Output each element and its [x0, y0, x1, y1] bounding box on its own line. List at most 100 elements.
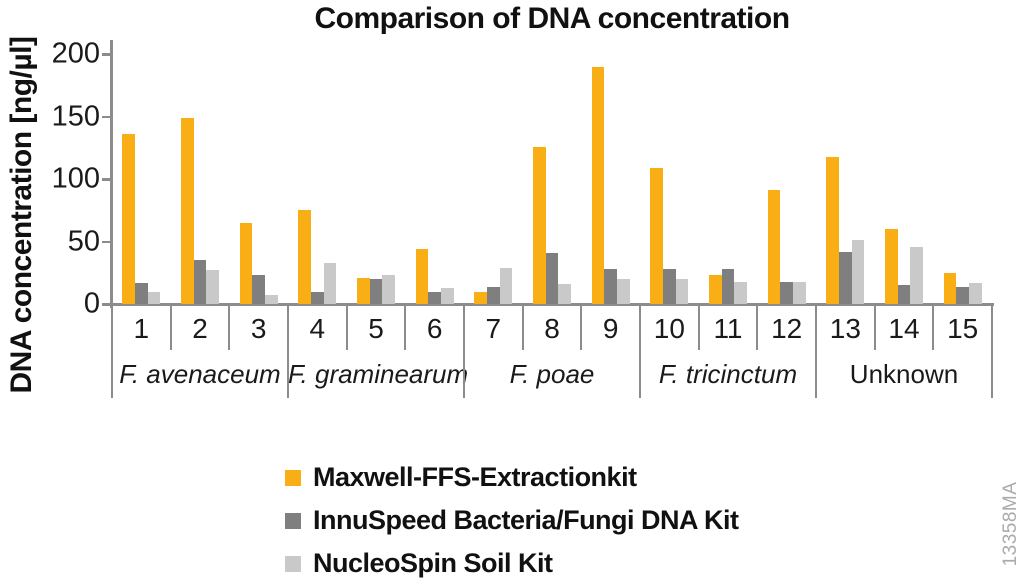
sample-divider — [873, 306, 876, 350]
bar — [323, 262, 337, 304]
bar — [239, 222, 253, 304]
bar — [415, 249, 429, 304]
bar — [839, 251, 852, 304]
bar — [122, 134, 136, 304]
bar — [675, 279, 689, 304]
bar — [357, 277, 370, 304]
bar — [369, 279, 383, 304]
y-tick-label: 100 — [51, 162, 100, 195]
sample-divider — [756, 306, 759, 350]
legend-swatch-icon — [285, 555, 301, 572]
chart-title: Comparison of DNA concentration — [314, 2, 790, 35]
x-sample-label: 3 — [250, 313, 267, 344]
x-sample-label: 14 — [888, 313, 920, 344]
x-sample-label: 2 — [192, 313, 208, 344]
bar — [440, 287, 454, 304]
y-tick-label: 0 — [83, 287, 100, 320]
bar — [298, 210, 312, 304]
y-tick-mark — [102, 53, 110, 56]
x-group-label: F. poae — [509, 359, 595, 389]
bar — [487, 286, 500, 304]
y-tick-mark — [102, 178, 110, 181]
x-group-label: F. avenaceum — [119, 359, 281, 389]
bar — [591, 66, 605, 304]
legend-swatch-icon — [285, 469, 301, 486]
group-divider — [815, 306, 817, 398]
bar — [193, 260, 207, 304]
watermark: 13358MA — [1000, 481, 1021, 567]
bar — [428, 291, 441, 304]
sample-divider — [404, 306, 407, 350]
bar — [206, 270, 219, 304]
bar — [382, 275, 395, 304]
y-tick-mark — [102, 115, 110, 119]
x-sample-label: 12 — [771, 313, 803, 344]
bar — [885, 229, 898, 304]
legend-item: InnuSpeed Bacteria/Fungi DNA Kit — [285, 504, 739, 537]
x-sample-label: 4 — [309, 313, 326, 344]
bar — [663, 269, 676, 304]
bar — [135, 282, 148, 304]
x-sample-label: 8 — [544, 313, 560, 344]
group-divider — [639, 306, 641, 398]
y-tick-label: 200 — [51, 37, 100, 70]
x-group-label: Unknown — [849, 359, 959, 389]
bar — [147, 291, 161, 304]
bar — [604, 269, 617, 304]
x-sample-label: 13 — [829, 313, 861, 344]
x-sample-label: 5 — [368, 313, 384, 344]
x-sample-label: 9 — [602, 313, 619, 344]
bar — [181, 118, 194, 304]
sample-divider — [345, 306, 348, 350]
bar — [826, 156, 840, 304]
group-divider — [111, 306, 113, 398]
bar — [968, 282, 982, 304]
y-tick-label: 50 — [67, 225, 100, 258]
x-group-label: F. graminearum — [288, 359, 469, 389]
bar — [721, 269, 735, 304]
group-divider — [991, 306, 993, 398]
legend-label: InnuSpeed Bacteria/Fungi DNA Kit — [313, 505, 739, 535]
bar — [264, 295, 278, 304]
group-divider — [463, 306, 465, 398]
sample-divider — [169, 306, 172, 350]
legend-item: Maxwell-FFS-Extractionkit — [285, 461, 739, 494]
bar — [709, 275, 722, 304]
legend-label: Maxwell-FFS-Extractionkit — [313, 462, 637, 492]
sample-divider — [697, 306, 700, 350]
bar — [956, 286, 969, 304]
bar — [767, 190, 781, 304]
x-sample-label: 7 — [485, 313, 502, 344]
x-sample-label: 11 — [713, 313, 743, 344]
legend-item: NucleoSpin Soil Kit — [285, 547, 739, 580]
x-group-label: F. tricinctum — [658, 359, 798, 389]
bar — [474, 291, 488, 304]
y-tick-label: 150 — [51, 100, 100, 133]
bar — [252, 275, 265, 304]
bar — [943, 272, 957, 304]
bar — [897, 285, 911, 304]
bar — [533, 146, 546, 304]
x-sample-label: 15 — [947, 313, 979, 344]
sample-divider — [932, 306, 935, 350]
bar — [545, 252, 559, 304]
bar — [311, 291, 324, 304]
bar — [558, 284, 571, 304]
group-divider — [287, 306, 289, 398]
bar — [650, 168, 664, 304]
bar — [851, 240, 865, 304]
legend-swatch-icon — [285, 512, 301, 529]
x-sample-label: 1 — [133, 313, 150, 344]
y-tick-mark — [102, 240, 110, 244]
y-tick-mark — [102, 303, 110, 306]
bar — [616, 279, 630, 304]
bar — [780, 281, 793, 304]
bar — [734, 281, 747, 304]
y-axis-line — [110, 40, 113, 308]
x-axis-line — [110, 303, 994, 306]
x-sample-label: 6 — [426, 313, 443, 344]
bar — [792, 281, 806, 304]
bar — [910, 246, 923, 304]
